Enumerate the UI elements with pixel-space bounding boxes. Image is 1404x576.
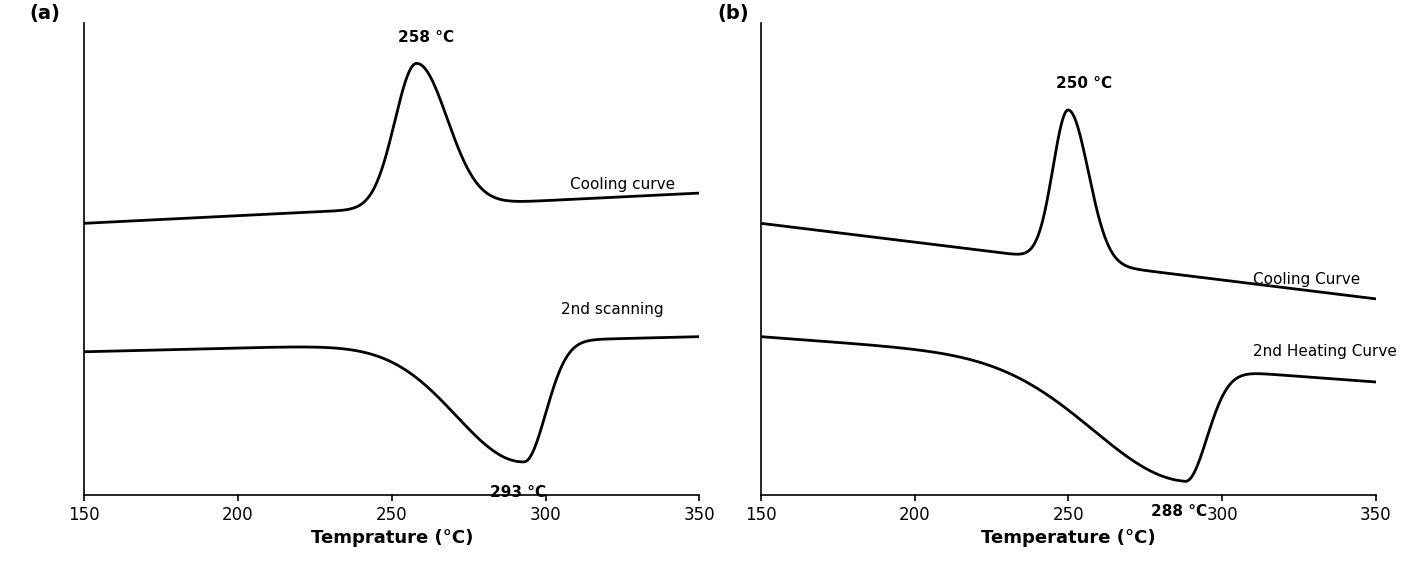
- Text: (a): (a): [29, 4, 60, 23]
- Text: 2nd Heating Curve: 2nd Heating Curve: [1252, 344, 1397, 359]
- X-axis label: Temperature (°C): Temperature (°C): [981, 529, 1155, 547]
- X-axis label: Temprature (°C): Temprature (°C): [310, 529, 473, 547]
- Text: 293 °C: 293 °C: [490, 484, 546, 499]
- Text: 2nd scanning: 2nd scanning: [562, 302, 664, 317]
- Text: (b): (b): [717, 4, 750, 23]
- Text: Cooling Curve: Cooling Curve: [1252, 272, 1360, 287]
- Text: 250 °C: 250 °C: [1056, 76, 1112, 91]
- Text: 258 °C: 258 °C: [397, 29, 453, 44]
- Text: 288 °C: 288 °C: [1151, 504, 1207, 519]
- Text: Cooling curve: Cooling curve: [570, 177, 675, 192]
